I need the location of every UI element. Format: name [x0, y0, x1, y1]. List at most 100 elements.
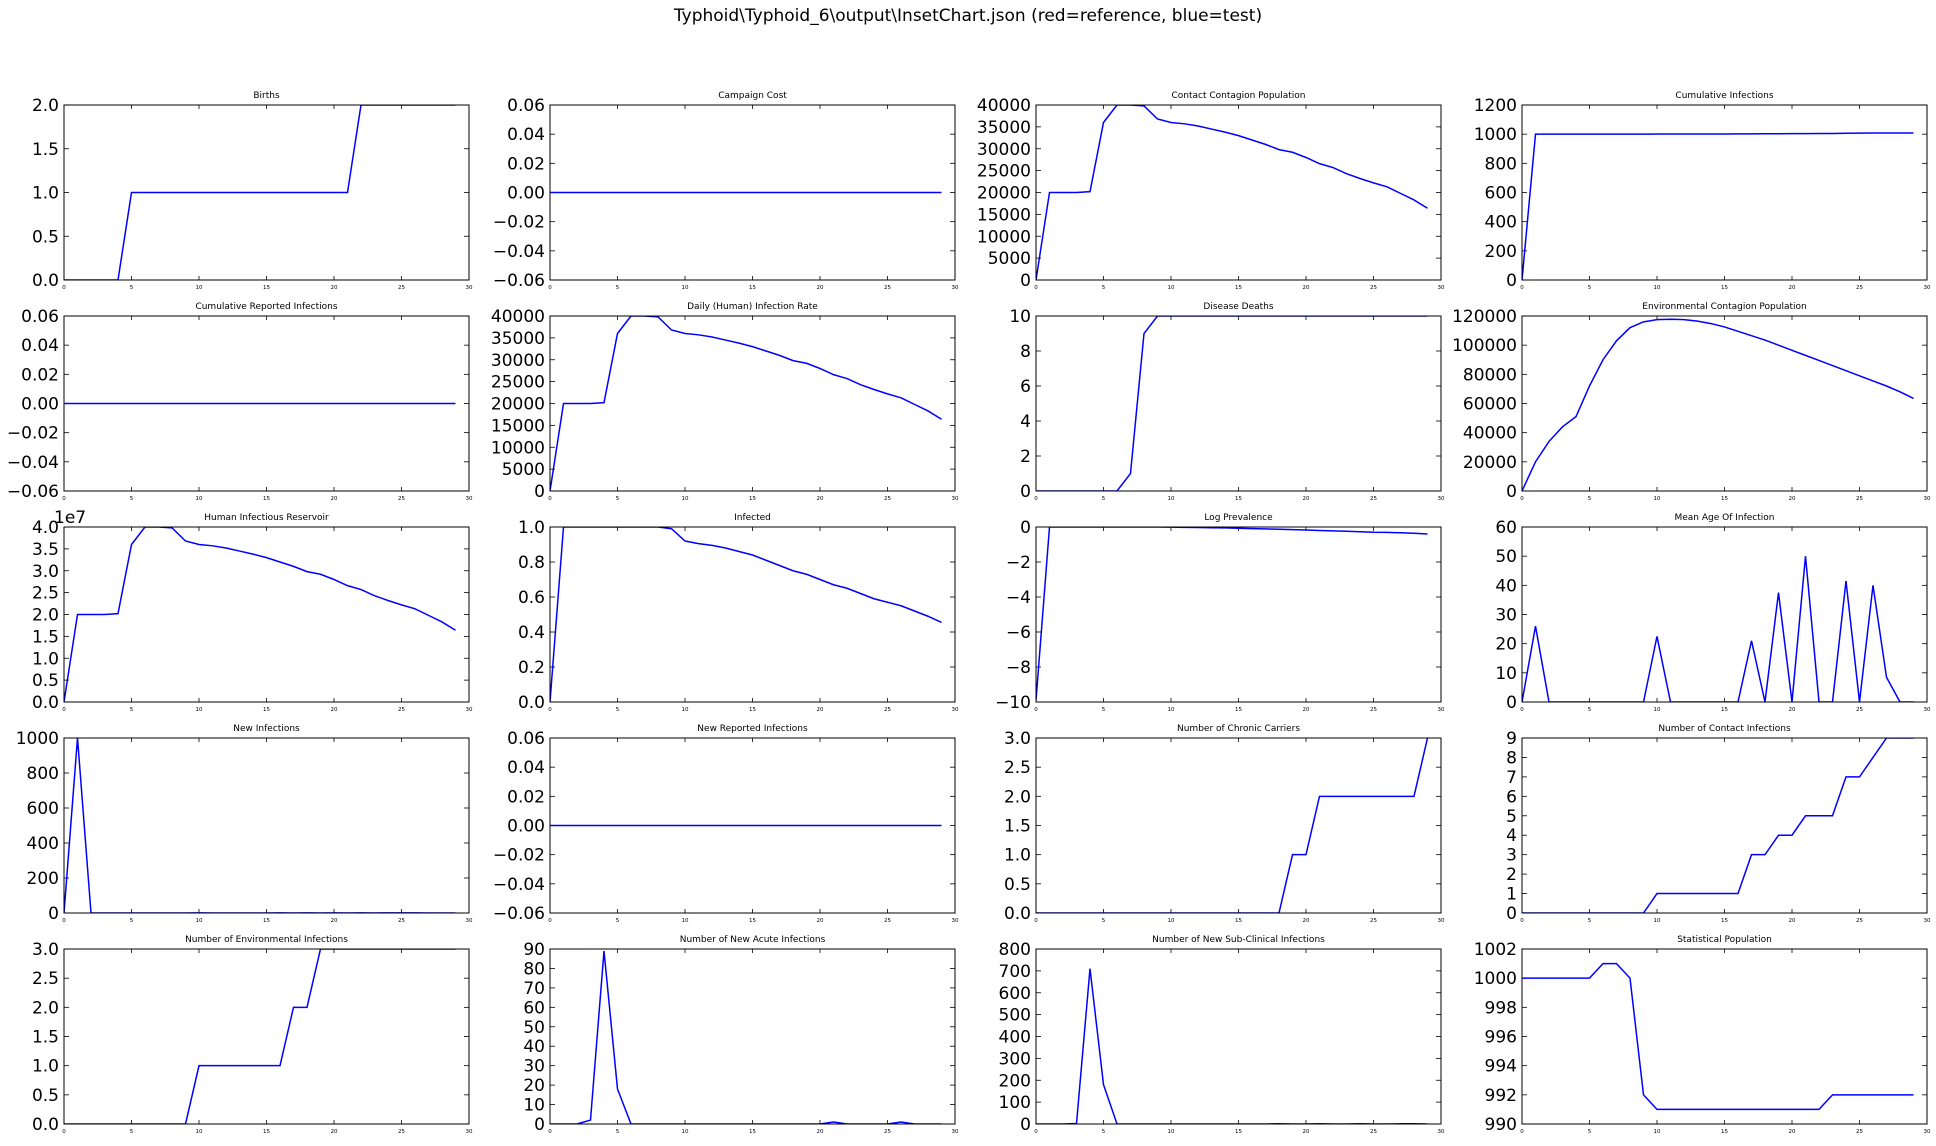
y-tick-label: 600 [999, 984, 1031, 1004]
x-tick-label: 10 [1168, 918, 1175, 924]
x-tick-label: 5 [1102, 1129, 1106, 1135]
y-tick-label: 3.0 [32, 562, 59, 582]
y-tick-label: 0.5 [1004, 875, 1031, 895]
y-tick-label: 5000 [502, 460, 545, 480]
series-line-test [550, 527, 942, 702]
y-tick-label: 1200 [1474, 96, 1517, 116]
y-tick-label: 1.0 [32, 649, 59, 669]
series-line-test [1522, 556, 1914, 702]
plot-frame [63, 737, 470, 914]
y-tick-label: 1000 [16, 729, 59, 749]
y-tick-label: 0.02 [21, 365, 59, 385]
x-tick-label: 20 [331, 1129, 338, 1135]
x-tick-label: 5 [616, 707, 620, 713]
y-tick-label: −4 [1006, 588, 1031, 608]
x-tick-label: 10 [1168, 285, 1175, 291]
subplot-title: Number of New Acute Infections [680, 935, 826, 945]
y-tick-label: 0.5 [32, 1086, 59, 1106]
subplot-number-of-chronic-carriers: Number of Chronic Carriers 0 5 10 15 20 25 30 0.… [1004, 724, 1445, 924]
y-tick-label: 0.04 [507, 758, 545, 778]
subplot-log-prevalence: Log Prevalence 0 5 10 15 20 25 30 −10 −8 −6 −4 −2 0 [995, 513, 1445, 713]
y-tick-label: 400 [27, 834, 59, 854]
x-tick-label: 5 [130, 707, 134, 713]
x-tick-label: 5 [130, 285, 134, 291]
x-tick-label: 30 [1438, 1129, 1445, 1135]
y-tick-label: 300 [999, 1049, 1031, 1069]
x-tick-label: 0 [1520, 1129, 1524, 1135]
y-tick-label: 7 [1506, 768, 1517, 788]
y-tick-label: 15000 [977, 205, 1031, 225]
subplot-statistical-population: Statistical Population 0 5 10 15 20 25 30 990 992… [1474, 935, 1931, 1135]
y-tick-label: 0.02 [507, 787, 545, 807]
y-tick-label: 50 [523, 1018, 545, 1038]
x-tick-label: 10 [196, 1129, 203, 1135]
y-tick-label: 50 [1495, 547, 1517, 567]
y-tick-label: 800 [999, 940, 1031, 960]
x-tick-label: 20 [817, 285, 824, 291]
y-tick-label: 40000 [977, 96, 1031, 116]
x-tick-label: 20 [1303, 496, 1310, 502]
y-tick-label: 0.6 [518, 588, 545, 608]
x-tick-label: 5 [616, 1129, 620, 1135]
plot-frame [1035, 315, 1442, 492]
x-tick-label: 30 [1438, 496, 1445, 502]
x-tick-label: 15 [749, 1129, 756, 1135]
y-tick-label: 0.02 [507, 154, 545, 174]
y-tick-label: 1.5 [32, 627, 59, 647]
x-tick-label: 15 [1235, 918, 1242, 924]
x-tick-label: 10 [1654, 1129, 1661, 1135]
x-tick-label: 25 [1370, 707, 1377, 713]
plot-frame [1521, 737, 1928, 914]
y-tick-label: 1.5 [32, 140, 59, 160]
x-tick-label: 30 [1438, 285, 1445, 291]
x-tick-label: 20 [1303, 707, 1310, 713]
x-tick-label: 5 [1588, 918, 1592, 924]
y-tick-label: 0.0 [32, 1115, 59, 1135]
subplot-title: Statistical Population [1677, 935, 1772, 945]
x-tick-label: 0 [548, 1129, 552, 1135]
x-tick-label: 25 [1856, 285, 1863, 291]
y-tick-label: 30000 [491, 351, 545, 371]
plot-frame [1035, 737, 1442, 914]
y-tick-label: 60 [1495, 518, 1517, 538]
y-tick-label: 990 [1485, 1115, 1517, 1135]
x-tick-label: 5 [1588, 1129, 1592, 1135]
x-tick-label: 25 [884, 496, 891, 502]
x-tick-label: 0 [1034, 918, 1038, 924]
y-tick-label: 3.0 [32, 940, 59, 960]
y-tick-label: 0.5 [32, 671, 59, 691]
y-tick-label: 1.5 [1004, 817, 1031, 837]
y-tick-label: 2.0 [32, 96, 59, 116]
y-tick-label: 35000 [491, 329, 545, 349]
x-tick-label: 0 [1034, 496, 1038, 502]
y-tick-label: −6 [1006, 623, 1031, 643]
subplot-title: Environmental Contagion Population [1642, 302, 1806, 312]
series-line-test [1522, 962, 1914, 1111]
y-tick-label: −0.04 [7, 453, 59, 473]
x-tick-label: 5 [1102, 496, 1106, 502]
subplot-title: Infected [734, 513, 771, 523]
y-tick-label: 10 [1009, 307, 1031, 327]
plot-frame [1521, 526, 1928, 703]
y-tick-label: 10 [1495, 664, 1517, 684]
x-tick-label: 0 [548, 285, 552, 291]
subplot-title: Cumulative Reported Infections [195, 302, 337, 312]
y-tick-label: 100 [999, 1093, 1031, 1113]
y-tick-label: 500 [999, 1006, 1031, 1026]
y-tick-label: 60 [523, 998, 545, 1018]
y-tick-label: 0.0 [32, 271, 59, 291]
x-tick-label: 25 [1856, 496, 1863, 502]
y-tick-label: 0 [1020, 1115, 1031, 1135]
y-tick-label: 0 [1506, 904, 1517, 924]
x-tick-label: 15 [1721, 1129, 1728, 1135]
subplot-title: Number of Environmental Infections [185, 935, 348, 945]
subplot-births: Births 0 5 10 15 20 25 30 0.0 0.5 1.0 1.5 2.0 [32, 91, 473, 291]
y-tick-label: 0.5 [32, 227, 59, 247]
y-tick-label: 80 [523, 959, 545, 979]
x-tick-label: 0 [1034, 285, 1038, 291]
x-tick-label: 30 [466, 1129, 473, 1135]
series-line-test [1522, 132, 1914, 280]
y-tick-label: 70 [523, 979, 545, 999]
series-line-test [64, 527, 456, 702]
y-tick-label: 0 [534, 1115, 545, 1135]
